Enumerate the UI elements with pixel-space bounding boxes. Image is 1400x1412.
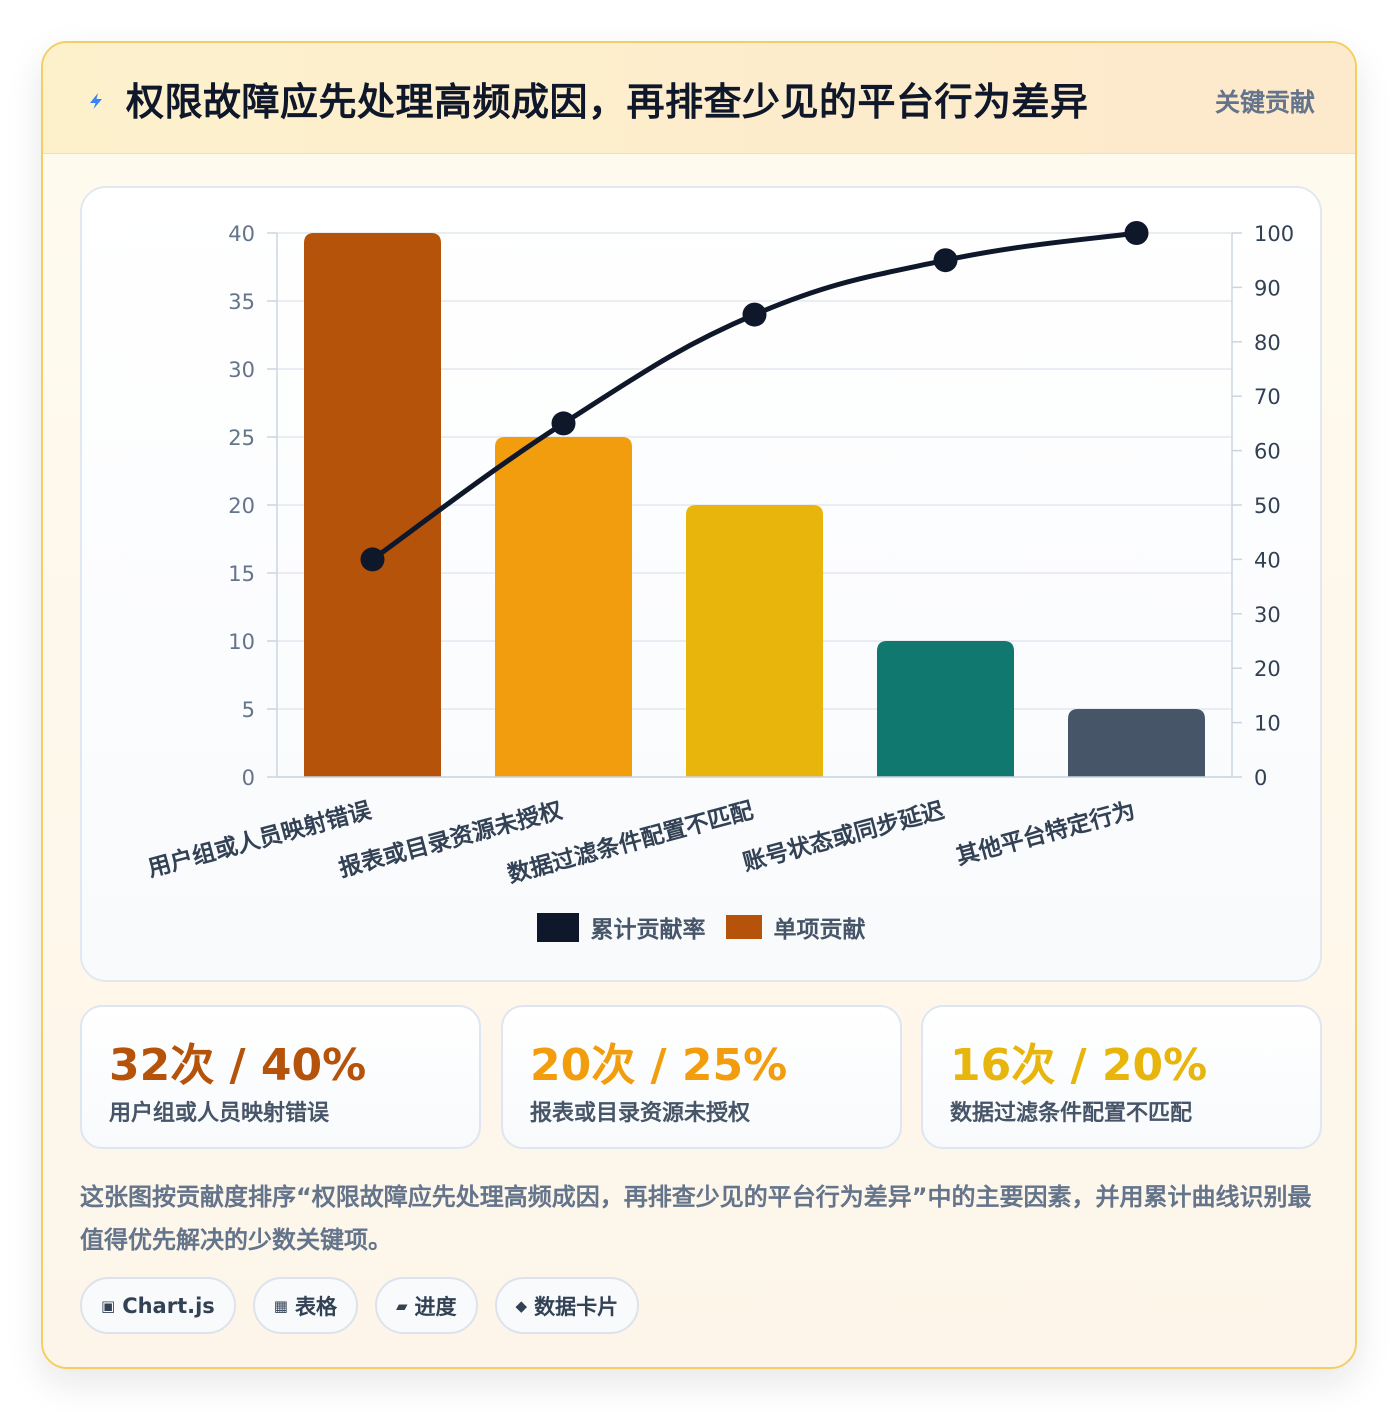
y-left-tick-label: 5: [242, 698, 255, 722]
series-point: [1124, 221, 1149, 245]
bar: [304, 233, 441, 777]
tag-progress[interactable]: ▰ 进度: [374, 1277, 478, 1334]
tag-label: 数据卡片: [534, 1294, 619, 1319]
progress-bar-icon: ▰: [395, 1296, 408, 1315]
y-right-tick-label: 100: [1254, 222, 1294, 246]
series-point: [742, 302, 767, 327]
status-badge: 关键贡献: [1214, 88, 1315, 117]
stat-cards: 32次 / 40% 用户组或人员映射错误 20次 / 25% 报表或目录资源未授…: [80, 1005, 1322, 1149]
x-tick-label: 账号状态或同步延迟: [740, 797, 947, 877]
y-left-tick-label: 35: [228, 290, 255, 314]
stat-card: 16次 / 20% 数据过滤条件配置不匹配: [921, 1005, 1322, 1149]
y-right-tick-label: 60: [1254, 440, 1281, 464]
y-right-tick-label: 70: [1254, 385, 1281, 409]
series-point: [551, 411, 576, 436]
tag-table[interactable]: ▦ 表格: [252, 1277, 358, 1334]
y-left-tick-label: 15: [228, 562, 255, 586]
y-right-tick-label: 40: [1254, 548, 1281, 572]
y-left-tick-label: 10: [228, 630, 255, 654]
lightning-icon: [90, 93, 102, 109]
bar: [1068, 709, 1205, 777]
stat-value: 32次 / 40%: [109, 1040, 367, 1091]
legend-label-single: 单项贡献: [773, 917, 866, 943]
tag-label: 进度: [414, 1294, 457, 1319]
stat-label: 报表或目录资源未授权: [530, 1101, 751, 1126]
stat-label: 用户组或人员映射错误: [109, 1101, 330, 1126]
y-left-tick-label: 0: [242, 766, 255, 790]
y-right-tick-label: 50: [1254, 494, 1281, 518]
legend-swatch-single: [725, 915, 762, 939]
legend-item-single[interactable]: 单项贡献: [725, 910, 866, 944]
chart-legend: 累计贡献率 单项贡献: [82, 910, 1320, 944]
chart-panel: 0 5 10 15 20 25 30 35 40 0 10 20 30 40 50 60 70 80 90 100 用户…: [80, 186, 1322, 982]
legend-item-cumulative[interactable]: 累计贡献率: [536, 910, 706, 944]
stat-value: 16次 / 20%: [950, 1040, 1208, 1091]
y-right-tick-label: 80: [1254, 331, 1281, 355]
bar: [877, 641, 1014, 777]
tag-label: 表格: [294, 1294, 337, 1319]
bar: [686, 505, 823, 777]
tag-chartjs[interactable]: ▣ Chart.js: [80, 1277, 236, 1334]
legend-swatch-cumulative: [536, 912, 579, 942]
y-right-tick-label: 90: [1254, 276, 1281, 300]
y-right-tick-label: 20: [1254, 657, 1281, 681]
table-grid-icon: ▦: [273, 1296, 288, 1315]
bar: [495, 437, 632, 777]
chart-card: 权限故障应先处理高频成因，再排查少见的平台行为差异 关键贡献 0 5 10 15 20 2…: [41, 41, 1357, 1369]
stat-value: 20次 / 25%: [530, 1040, 788, 1091]
chart-frame-icon: ▣: [101, 1296, 116, 1315]
x-tick-label: 其他平台特定行为: [953, 797, 1138, 871]
page-title: 权限故障应先处理高频成因，再排查少见的平台行为差异: [126, 80, 1089, 124]
series-point: [933, 248, 958, 273]
stat-card: 32次 / 40% 用户组或人员映射错误: [80, 1005, 481, 1149]
stat-card: 20次 / 25% 报表或目录资源未授权: [501, 1005, 902, 1149]
y-left-tick-label: 40: [228, 222, 255, 246]
pareto-chart: 05101520253035400102030405060708090100用户…: [145, 221, 1294, 888]
y-right-tick-label: 30: [1254, 603, 1281, 627]
tag-label: Chart.js: [122, 1293, 215, 1318]
y-left-tick-label: 20: [228, 494, 255, 518]
legend-label-cumulative: 累计贡献率: [590, 917, 706, 943]
chart-description: 这张图按贡献度排序“权限故障应先处理高频成因，再排查少见的平台行为差异”中的主要…: [80, 1183, 1312, 1254]
y-right-tick-label: 0: [1254, 766, 1267, 790]
series-point: [360, 547, 385, 572]
card-header: 权限故障应先处理高频成因，再排查少见的平台行为差异 关键贡献: [43, 43, 1355, 154]
y-left-tick-label: 25: [228, 426, 255, 450]
diamond-icon: ◆: [515, 1296, 528, 1315]
y-left-tick-label: 30: [228, 358, 255, 382]
tag-data-card[interactable]: ◆ 数据卡片: [494, 1277, 640, 1334]
tag-list: ▣ Chart.js ▦ 表格 ▰ 进度 ◆ 数据卡片: [80, 1277, 640, 1334]
stat-label: 数据过滤条件配置不匹配: [950, 1101, 1193, 1126]
y-right-tick-label: 10: [1254, 712, 1281, 736]
